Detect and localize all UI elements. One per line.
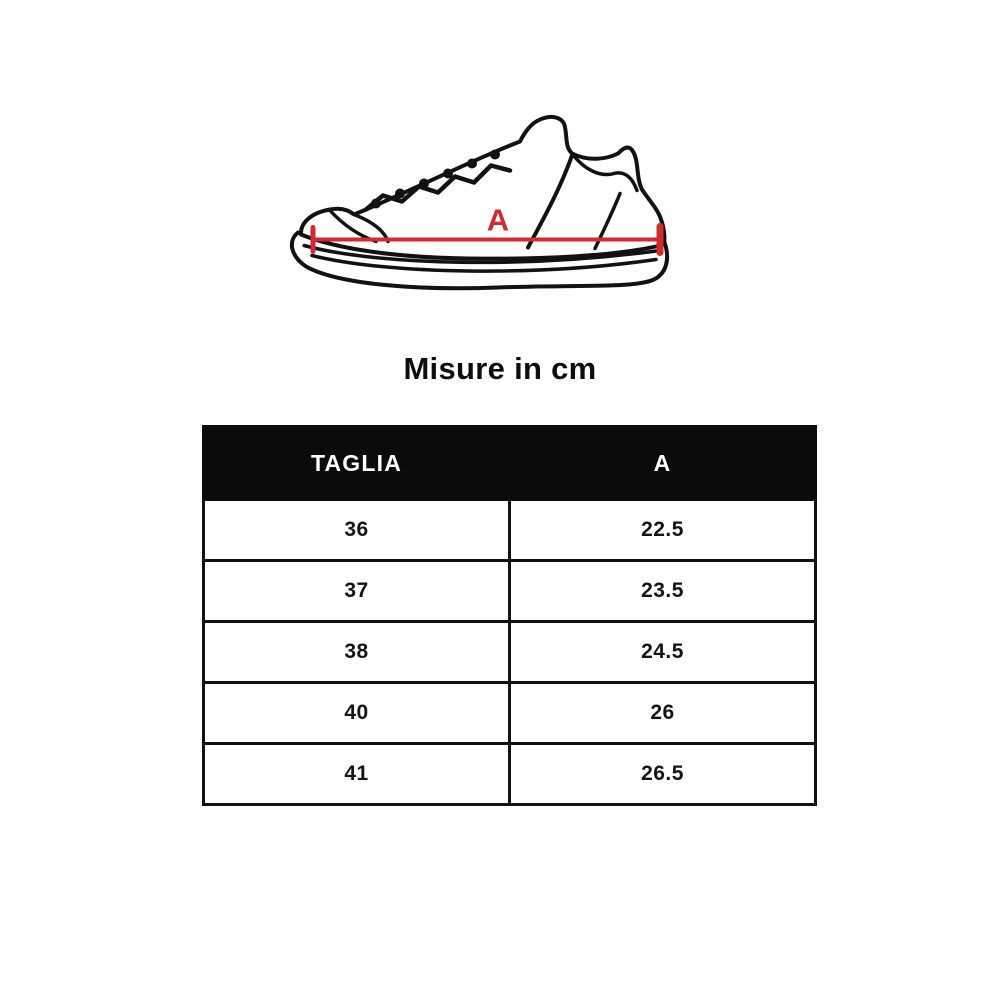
page-title: Misure in cm [403,351,597,386]
column-header-taglia: TAGLIA [202,425,511,501]
table-cell: 26.5 [508,742,817,806]
lace-eyelets [371,149,500,209]
header-row: TAGLIA A [202,425,817,501]
size-table-header: TAGLIA A [202,425,817,501]
sneaker-upper [298,114,667,261]
table-row: 37 23.5 [202,559,817,623]
table-cell: 38 [202,620,511,684]
table-cell: 36 [202,498,511,562]
size-table: TAGLIA A 36 22.5 37 23.5 38 24.5 40 26 41 26.5 [202,425,817,806]
table-cell: 23.5 [508,559,817,623]
column-header-a: A [508,425,817,501]
sneaker-size-diagram: A [288,95,708,305]
table-cell: 24.5 [508,620,817,684]
measurement-label: A [487,203,509,238]
size-table-body: 36 22.5 37 23.5 38 24.5 40 26 41 26.5 [202,498,817,806]
table-row: 40 26 [202,681,817,745]
table-row: 36 22.5 [202,498,817,562]
table-row: 41 26.5 [202,742,817,806]
sneaker-line-drawing: A [289,114,670,291]
table-cell: 41 [202,742,511,806]
table-cell: 26 [508,681,817,745]
table-cell: 37 [202,559,511,623]
table-cell: 40 [202,681,511,745]
table-cell: 22.5 [508,498,817,562]
measurement-arrow [310,223,664,256]
table-row: 38 24.5 [202,620,817,684]
